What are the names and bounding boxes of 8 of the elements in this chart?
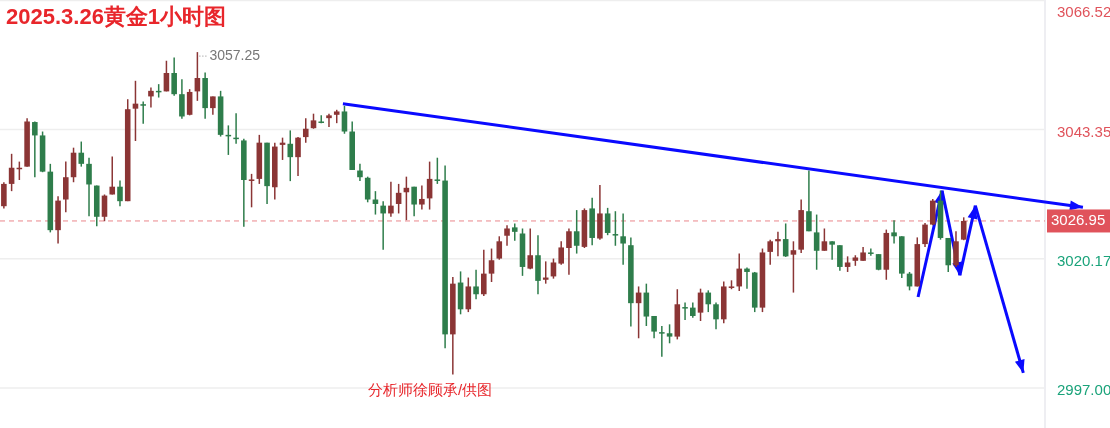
y-tick-label: 3020.17 [1057, 251, 1110, 269]
y-tick-label: 3043.35 [1057, 122, 1110, 140]
annotation: 3057.25 [209, 46, 261, 63]
y-tick-label: 3066.52 [1057, 2, 1110, 20]
ref-line-label: 3026.95 [1051, 210, 1106, 228]
chart-title: 2025.3.26黄金1小时图 [6, 4, 227, 29]
annotation: 分析师徐顾承/供图 [367, 381, 493, 398]
y-tick-label: 2997.00 [1057, 380, 1110, 398]
